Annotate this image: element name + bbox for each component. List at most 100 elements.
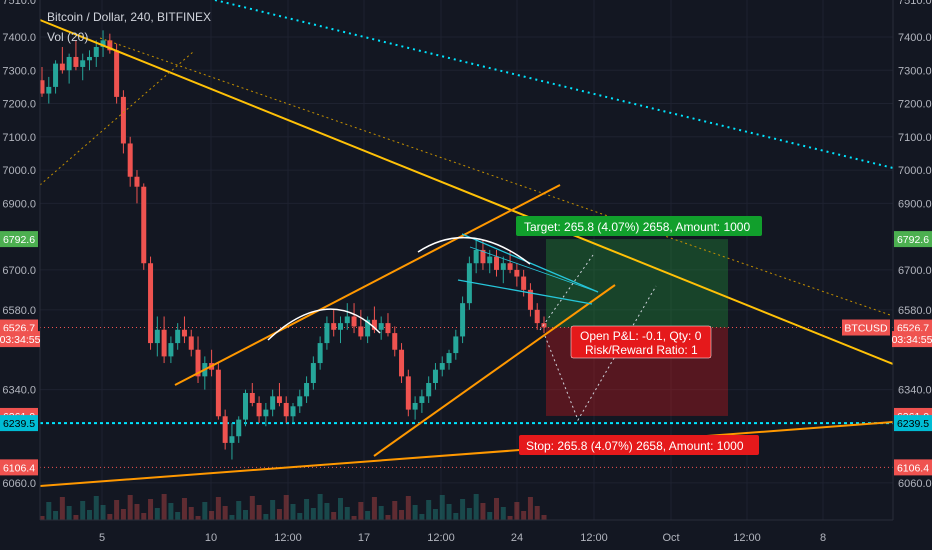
y-tick-label-left: 6060.0 [2,478,36,490]
y-tick-label-right: 6900.0 [898,198,932,210]
candle-body [107,40,113,51]
candle-body [317,343,323,364]
volume-bar [256,505,262,520]
y-tick-label-right: 6580.0 [898,305,932,317]
candle-body [256,402,262,417]
candle-body [494,256,500,270]
cyan-dotted-trendline[interactable] [214,0,894,169]
volume-bar [114,500,120,520]
channel-lower[interactable] [373,284,616,457]
volume-bar [127,495,133,520]
candle-body [181,329,187,337]
volume-bar [66,506,72,520]
cyan-channel-upper[interactable] [461,233,599,293]
y-tick-label-right: 7300.0 [898,65,932,77]
y-tick-label-right: 7000.0 [898,165,932,177]
volume-bar [276,509,282,520]
candle-body [521,276,527,290]
candle-body [337,323,343,330]
volume-bar [73,515,79,520]
candle-body [249,392,255,403]
channel-upper[interactable] [174,184,561,386]
price-tag [894,415,932,432]
volume-bar [161,494,167,520]
volume-bar [283,495,289,520]
candle-body [310,363,316,384]
volume-bar [134,504,140,520]
x-tick-label: 12:00 [580,532,608,544]
projection-path-2[interactable] [539,254,594,331]
volume-bar [521,511,527,520]
volume-indicator-label[interactable]: Vol (20) [47,30,89,44]
candle-body [229,436,235,443]
candle-body [453,336,459,354]
pnl-line2: Risk/Reward Ratio: 1 [585,343,698,357]
candle-body [507,263,513,270]
volume-bar [494,498,500,520]
volume-bar [100,505,106,520]
volume-bar [243,510,249,520]
candle-body [188,336,194,350]
volume-bar [344,507,350,520]
price-axis[interactable]: 7400.0 7400.0 7300.0 7300.0 7200.0 7200.0 7100… [2,0,932,520]
candle-body [385,323,391,334]
candle-body [86,56,92,61]
candle-body [100,40,106,47]
candle-body [460,303,466,337]
candle-body [432,369,438,384]
y-tick-label-right: 6340.0 [898,385,932,397]
volume-bar [148,499,154,520]
candle-body [148,263,154,344]
arc-left[interactable] [267,308,381,341]
volume-bar [385,515,391,520]
volume-bar [93,496,99,520]
volume-bar [290,504,296,520]
price-tag-label: 6792.6 [897,234,929,246]
volume-bar [419,514,425,520]
cyan-channel-mid[interactable] [469,246,599,293]
price-tag-label: 6239.5 [3,418,35,430]
arc-right[interactable] [417,236,531,265]
volume-bar [480,503,486,520]
volume-bar [46,502,52,520]
volume-bars [39,494,547,520]
candle-body [466,263,472,304]
y-tick-label-left: 7000.0 [2,165,36,177]
dotted-trendline-1[interactable] [99,37,894,317]
dotted-trendline-2[interactable] [39,51,194,186]
projection-path[interactable] [544,285,657,422]
time-axis[interactable]: 5 10 12:00 17 12:00 24 12:00 Oct 12:00 8 [40,519,893,544]
volume-bar [460,499,466,520]
candle-body [134,176,140,187]
candle-body [270,396,276,410]
candle-body [534,309,540,324]
volume-bar [297,513,303,520]
candle-body [93,46,99,57]
price-tag-label: 03:34:55 [892,334,932,346]
price-tag [894,459,932,476]
volume-bar [337,498,343,520]
candle-body [358,326,364,337]
cyan-channel-lower[interactable] [457,279,593,305]
price-tag [892,331,932,348]
candle-body [276,396,282,403]
candle-body [541,323,547,328]
volume-bar [80,501,86,520]
price-tag-label: 6106.4 [897,462,929,474]
volume-bar [412,505,418,520]
volume-bar [120,509,126,520]
candle-body [120,96,126,144]
volume-bar [426,500,432,520]
target-label-box [516,216,762,236]
descending-trendline[interactable] [39,19,894,365]
price-tag-label: 6106.4 [3,462,35,474]
candle-body [446,353,452,364]
support-trendline[interactable] [39,421,894,487]
candle-body [114,50,120,97]
volume-bar [181,498,187,520]
volume-bar [392,501,398,520]
volume-bar [527,497,533,520]
price-tag-label: 03:34:55 [0,334,41,346]
volume-bar [371,497,377,520]
